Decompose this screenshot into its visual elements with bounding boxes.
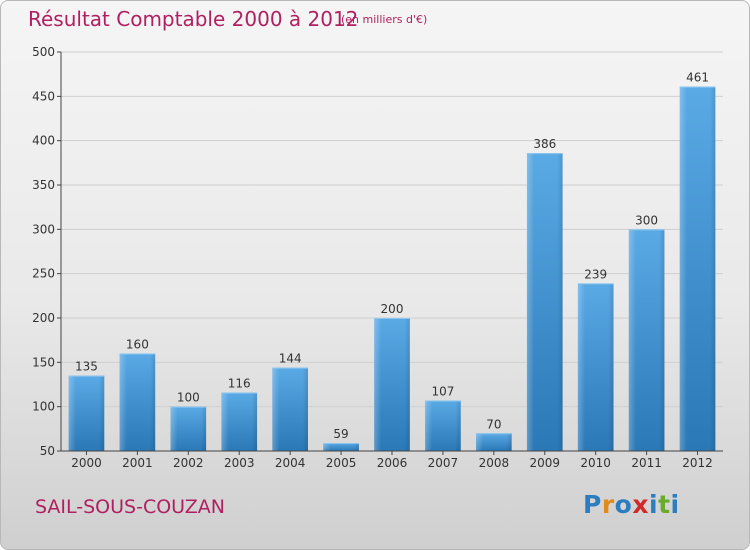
data-label-2012: 461 [686, 71, 709, 85]
x-tick-label-2000: 2000 [71, 456, 102, 470]
y-tick-label: 300 [32, 222, 55, 236]
data-label-2005: 59 [333, 427, 348, 441]
y-tick-label: 250 [32, 267, 55, 281]
y-tick-label: 50 [40, 444, 55, 458]
data-label-2003: 116 [228, 376, 251, 390]
y-tick-label: 400 [32, 134, 55, 148]
x-tick-label-2012: 2012 [682, 456, 713, 470]
y-tick-label: 200 [32, 311, 55, 325]
bar-shade-2000 [68, 375, 105, 451]
bar-shade-2001 [119, 353, 156, 451]
bar-shade-2002 [170, 406, 207, 451]
logo-letter: i [649, 490, 659, 519]
bar-shade-2011 [628, 229, 665, 451]
chart-subtitle: (en milliers d'€) [341, 13, 428, 26]
x-tick-label-2006: 2006 [377, 456, 408, 470]
x-tick-label-2001: 2001 [122, 456, 153, 470]
bar-shade-2010 [577, 283, 614, 451]
chart-title: Résultat Comptable 2000 à 2012 [28, 7, 359, 31]
proxiti-logo: Proxiti [583, 490, 680, 519]
bar-shade-2004 [272, 367, 308, 451]
data-label-2002: 100 [177, 391, 200, 405]
data-label-2000: 135 [75, 360, 98, 374]
data-label-2011: 300 [635, 213, 658, 227]
x-tick-label-2004: 2004 [275, 456, 306, 470]
x-tick-label-2008: 2008 [479, 456, 510, 470]
bar-shade-2009 [526, 153, 563, 451]
x-tick-label-2002: 2002 [173, 456, 204, 470]
axis-layer: 50 100 150 200 250 300 350 400 450 500 2000 2001 200… [32, 45, 723, 470]
logo-letter: t [658, 490, 671, 519]
x-tick-label-2003: 2003 [224, 456, 255, 470]
commune-name: SAIL-SOUS-COUZAN [35, 496, 225, 518]
data-label-2008: 70 [486, 417, 501, 431]
data-label-2007: 107 [431, 384, 454, 398]
x-tick-label-2010: 2010 [580, 456, 611, 470]
y-tick-label: 350 [32, 178, 55, 192]
logo-letter: r [601, 490, 615, 519]
bar-shade-2007 [425, 400, 461, 451]
bar-shade-2012 [679, 86, 716, 451]
bar-shade-2008 [476, 433, 512, 451]
logo-letter: x [632, 490, 649, 519]
data-label-2010: 239 [584, 267, 607, 281]
logo-letter: i [670, 490, 680, 519]
bar-shade-2006 [374, 318, 410, 451]
x-tick-label-2007: 2007 [428, 456, 459, 470]
logo-letter: P [583, 490, 602, 519]
y-tick-label: 450 [32, 89, 55, 103]
y-tick-label: 500 [32, 45, 55, 59]
data-label-2006: 200 [381, 302, 404, 316]
bar-shade-2003 [221, 392, 258, 451]
data-label-2001: 160 [126, 337, 149, 351]
bars-layer: 135 160 100 116 144 59 200 107 70 386 239 300 461 [68, 71, 716, 451]
x-tick-label-2011: 2011 [631, 456, 662, 470]
y-tick-label: 150 [32, 355, 55, 369]
data-label-2009: 386 [533, 137, 556, 151]
x-tick-label-2005: 2005 [326, 456, 357, 470]
logo-letter: o [614, 490, 633, 519]
bar-shade-2005 [323, 443, 359, 451]
data-label-2004: 144 [279, 352, 302, 366]
y-tick-label: 100 [32, 400, 55, 414]
x-tick-label-2009: 2009 [529, 456, 560, 470]
